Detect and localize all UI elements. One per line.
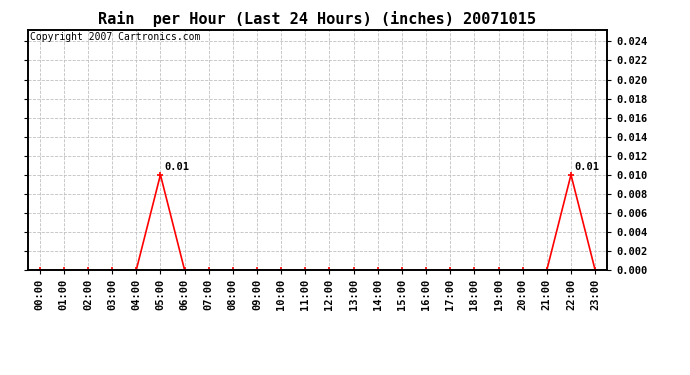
Text: 0.01: 0.01 bbox=[164, 162, 189, 172]
Text: 0.01: 0.01 bbox=[575, 162, 600, 172]
Title: Rain  per Hour (Last 24 Hours) (inches) 20071015: Rain per Hour (Last 24 Hours) (inches) 2… bbox=[99, 12, 536, 27]
Text: Copyright 2007 Cartronics.com: Copyright 2007 Cartronics.com bbox=[30, 32, 201, 42]
